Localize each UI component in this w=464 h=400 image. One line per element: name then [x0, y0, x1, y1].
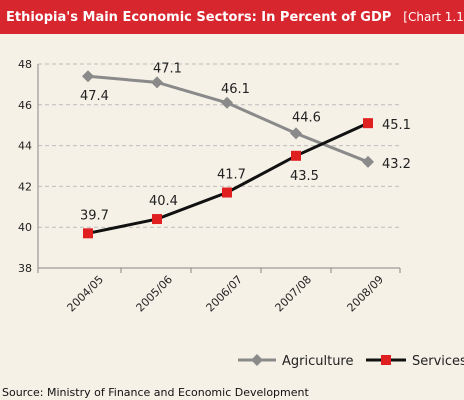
agriculture-data-label: 44.6	[292, 110, 321, 125]
chart-tag: [Chart 1.1]	[403, 10, 464, 24]
agriculture-point	[290, 127, 302, 140]
agriculture-data-label: 47.1	[153, 61, 182, 76]
services-point	[291, 150, 301, 161]
x-tick-label: 2006/07	[204, 273, 246, 315]
legend-agriculture-marker	[251, 354, 263, 366]
agriculture-data-label: 47.4	[80, 89, 109, 104]
services-data-label: 39.7	[80, 208, 109, 223]
source-note: Source: Ministry of Finance and Economic…	[2, 386, 309, 399]
services-data-label: 45.1	[382, 118, 411, 133]
legend-agriculture-label: Agriculture	[282, 354, 354, 369]
y-tick-label: 40	[18, 221, 32, 234]
services-data-label: 41.7	[217, 168, 246, 183]
services-point	[83, 228, 93, 239]
x-tick-label: 2005/06	[134, 273, 176, 315]
agriculture-data-label: 43.2	[382, 157, 411, 172]
agriculture-point	[221, 96, 233, 109]
line-chart: 38 40 42 44 46 48 2004/05 2005/06 2006/07 2007/08…	[18, 58, 464, 369]
services-point	[152, 214, 162, 225]
agriculture-point	[362, 155, 374, 168]
x-tick-label: 2008/09	[345, 273, 387, 315]
agriculture-point	[151, 76, 163, 89]
y-tick-label: 48	[18, 58, 32, 71]
services-data-label: 43.5	[290, 169, 319, 184]
services-data-label: 40.4	[149, 194, 178, 209]
chart-header: Ethiopia's Main Economic Sectors: In Per…	[0, 0, 464, 34]
y-tick-label: 42	[18, 180, 32, 193]
services-point	[363, 118, 373, 129]
y-tick-label: 44	[18, 140, 32, 153]
agriculture-point	[82, 70, 94, 83]
services-point	[222, 187, 232, 198]
x-tick-label: 2007/08	[273, 273, 315, 315]
legend-services-marker	[381, 355, 391, 365]
legend-services-label: Services	[412, 354, 464, 369]
x-tick-label: 2004/05	[65, 273, 107, 315]
agriculture-data-label: 46.1	[221, 82, 250, 97]
y-tick-label: 38	[18, 262, 32, 275]
chart-title: Ethiopia's Main Economic Sectors: In Per…	[6, 9, 392, 25]
y-tick-label: 46	[18, 99, 32, 112]
